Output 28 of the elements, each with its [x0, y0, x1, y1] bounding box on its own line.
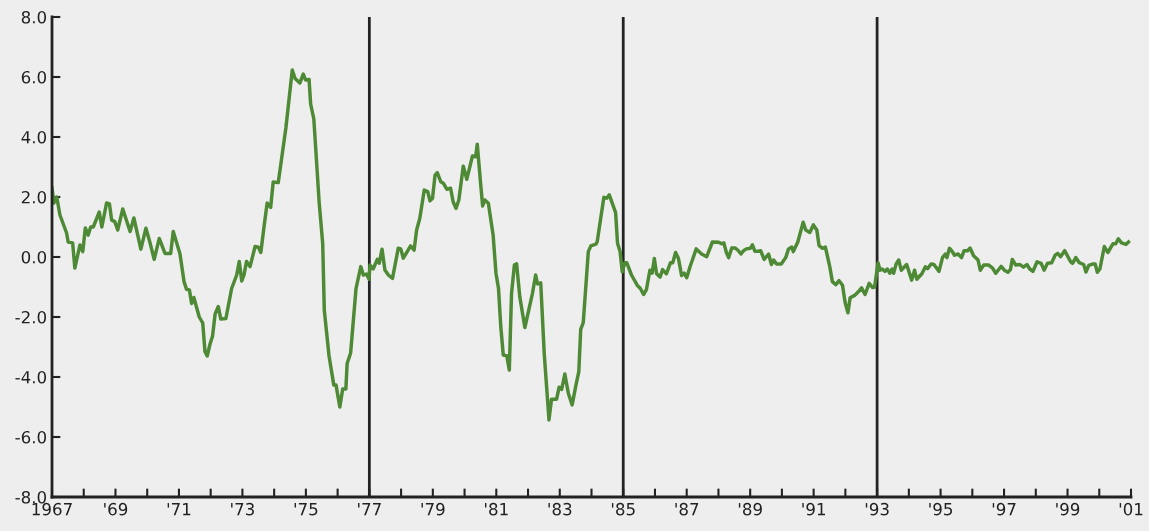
- x-tick-label: '81: [485, 502, 508, 516]
- y-tick-label: -2.0: [15, 310, 47, 324]
- y-tick-label: -8.0: [15, 490, 47, 504]
- x-tick-label: '77: [358, 503, 381, 516]
- x-tick-label: '79: [421, 502, 445, 516]
- x-tick-label: '91: [802, 502, 825, 516]
- y-tick-label: 4.0: [21, 130, 47, 144]
- x-tick-label: '89: [738, 502, 762, 516]
- x-tick-label: '01: [1119, 502, 1143, 516]
- line-series: [52, 68, 1131, 422]
- x-tick-label: '97: [992, 502, 1016, 516]
- y-tick-label: 2.0: [21, 190, 47, 204]
- y-tick-label: -6.0: [15, 430, 47, 444]
- x-tick-label: '87: [675, 502, 699, 516]
- x-tick-label: '99: [1056, 502, 1080, 516]
- y-tick-label: -4.0: [15, 370, 47, 384]
- x-tick-label: '71: [167, 503, 191, 516]
- x-tick-label: '73: [231, 502, 254, 516]
- x-tick-label: '85: [611, 502, 635, 516]
- y-tick-label: 8.0: [21, 10, 47, 24]
- y-tick-label: 0.0: [21, 250, 47, 264]
- x-tick-label: '93: [865, 502, 889, 516]
- x-tick-label: '83: [548, 502, 572, 516]
- x-tick-label: 1967: [32, 502, 72, 516]
- x-tick-label: '69: [104, 502, 128, 516]
- x-tick-label: '95: [929, 502, 953, 516]
- y-tick-label: 6.0: [21, 70, 47, 84]
- x-tick-label: '75: [294, 503, 318, 516]
